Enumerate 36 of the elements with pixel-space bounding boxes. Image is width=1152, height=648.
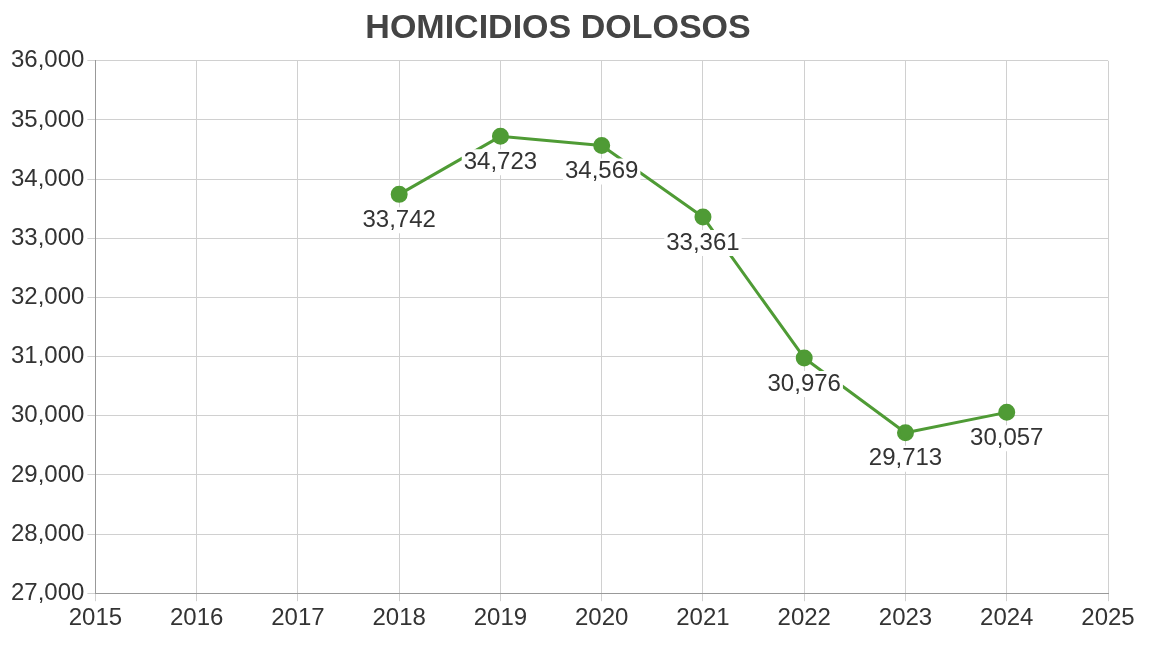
x-tick-label: 2023: [878, 603, 933, 631]
x-tick-label: 2017: [271, 603, 325, 631]
y-tick-label: 31,000: [11, 341, 85, 369]
data-label: 33,742: [362, 205, 436, 232]
chart-title: HOMICIDIOS DOLOSOS: [365, 6, 751, 45]
data-label: 34,569: [565, 156, 639, 184]
x-tick-label: 2022: [777, 603, 831, 631]
x-tick-label: 2025: [1081, 603, 1135, 631]
x-tick-label: 2016: [169, 603, 224, 631]
y-tick-label: 34,000: [11, 163, 85, 191]
y-tick-label: 32,000: [11, 282, 85, 310]
y-tick-label: 27,000: [11, 577, 85, 605]
y-tick-label: 35,000: [11, 104, 85, 132]
point: [491, 127, 509, 145]
data-label: 30,057: [970, 422, 1044, 450]
data-label: 33,361: [666, 227, 740, 255]
x-tick-label: 2020: [575, 603, 629, 631]
y-tick-label: 33,000: [11, 222, 85, 250]
x-tick-label: 2018: [372, 603, 426, 631]
x-tick-label: 2021: [676, 603, 730, 631]
data-label: 29,713: [868, 443, 943, 471]
data-label: 34,723: [463, 146, 538, 174]
point: [694, 208, 712, 226]
x-tick-label: 2024: [980, 603, 1034, 631]
point: [998, 403, 1016, 421]
point: [795, 349, 813, 367]
point: [593, 136, 611, 154]
point: [390, 185, 408, 203]
point: [896, 424, 914, 442]
data-label: 30,976: [767, 368, 841, 396]
x-tick-label: 2019: [473, 603, 528, 631]
y-tick-label: 30,000: [11, 400, 85, 428]
x-tick-label: 2015: [68, 603, 123, 631]
y-tick-label: 29,000: [11, 459, 85, 487]
y-tick-label: 36,000: [11, 45, 85, 73]
y-tick-label: 28,000: [11, 518, 85, 546]
